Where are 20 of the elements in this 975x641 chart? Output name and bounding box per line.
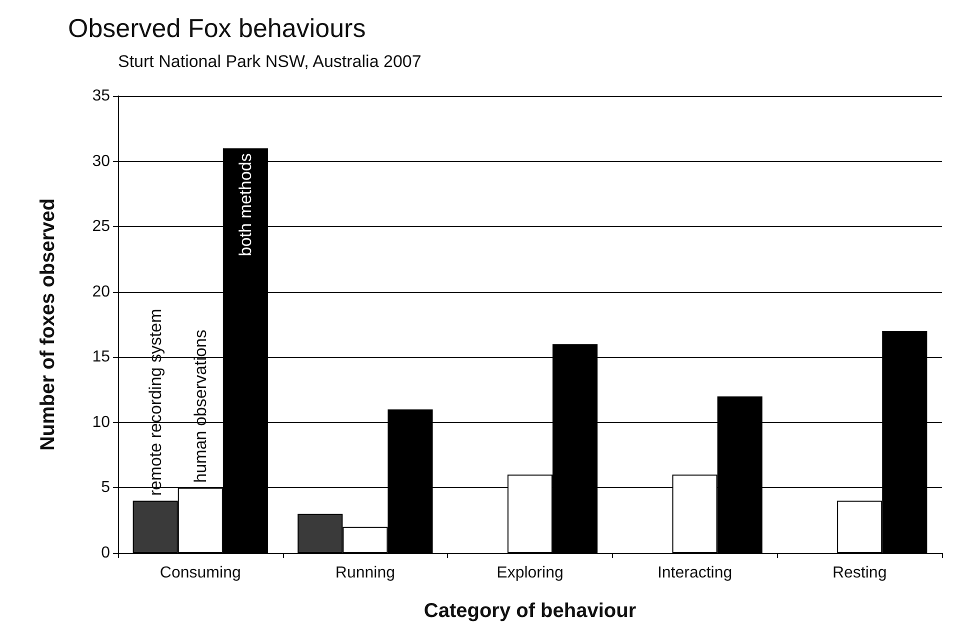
text: remote recording system xyxy=(146,308,165,496)
y-tick-label: 25 xyxy=(92,218,110,236)
y-axis-title: Number of foxes observed xyxy=(37,198,59,451)
x-tick-label: Exploring xyxy=(496,564,564,582)
series-label: both methods xyxy=(236,153,255,256)
text: human observations xyxy=(190,330,210,483)
y-tick-label: 35 xyxy=(92,88,110,104)
y-tick-label: 5 xyxy=(101,479,110,496)
x-tick-label: Consuming xyxy=(160,564,241,582)
y-tick-label: 10 xyxy=(92,414,110,431)
y-tick-label: 15 xyxy=(92,348,110,366)
x-tick-label: Interacting xyxy=(657,564,732,582)
y-tick-label: 20 xyxy=(92,283,110,300)
x-tick-label: Running xyxy=(335,564,396,582)
y-tick-label: 30 xyxy=(92,152,110,170)
chart-title: Observed Fox behaviours xyxy=(68,13,366,43)
x-tick-label: Resting xyxy=(832,564,887,582)
x-axis-title: Category of behaviour xyxy=(424,600,636,622)
y-tick-label: 0 xyxy=(101,544,110,562)
chart-subtitle: Sturt National Park NSW, Australia 2007 xyxy=(118,52,422,71)
